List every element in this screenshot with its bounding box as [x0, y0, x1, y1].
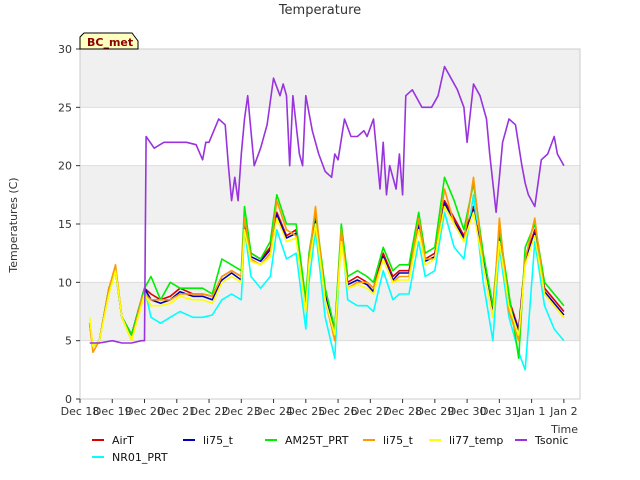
legend: AirT NR01_PRT li75_t AM25T_PRT li75_t li77_te…	[92, 434, 568, 464]
x-tick-label: Dec 31	[480, 405, 519, 418]
x-tick-label: Dec 18	[61, 405, 100, 418]
legend-label: AM25T_PRT	[285, 434, 349, 447]
x-tick-label: Dec 20	[125, 405, 164, 418]
x-tick-label: Dec 30	[448, 405, 487, 418]
x-axis-label: Time	[550, 423, 578, 436]
y-tick-label: 30	[58, 43, 72, 56]
y-tick-label: 20	[58, 160, 72, 173]
x-tick-label: Dec 29	[415, 405, 454, 418]
legend-label: Tsonic	[534, 434, 568, 447]
chart-title: Temperature	[278, 3, 361, 18]
y-axis-label: Temperatures (C)	[7, 177, 20, 273]
legend-label: li75_t	[383, 434, 414, 447]
plot-background-bands	[80, 48, 580, 400]
x-tick-label: Jan 2	[549, 405, 577, 418]
grid-band	[80, 49, 580, 108]
x-tick-label: Dec 25	[286, 405, 325, 418]
x-tick-label: Jan 1	[517, 405, 545, 418]
site-badge: BC_met	[79, 32, 139, 50]
y-tick-label: 25	[58, 101, 72, 114]
legend-label: li77_temp	[449, 434, 503, 447]
y-tick-label: 0	[65, 393, 72, 406]
x-tick-label: Dec 22	[190, 405, 229, 418]
x-tick-label: Dec 24	[254, 405, 293, 418]
series-line-li77-temp-5	[88, 205, 565, 348]
x-tick-label: Dec 26	[319, 405, 358, 418]
x-tick-label: Dec 27	[351, 405, 390, 418]
series-line-tsonic-6	[89, 65, 565, 344]
site-badge-label: BC_met	[87, 36, 133, 49]
y-tick-label: 5	[65, 335, 72, 348]
legend-label: NR01_PRT	[112, 451, 168, 464]
grid-band	[80, 165, 580, 224]
x-tick-label: Dec 23	[222, 405, 261, 418]
y-axis-ticks: 0 5 10 15 20 25 30	[58, 43, 80, 406]
y-tick-label: 10	[58, 276, 72, 289]
x-tick-label: Dec 21	[157, 405, 196, 418]
legend-label: AirT	[112, 434, 134, 447]
y-tick-label: 15	[58, 218, 72, 231]
x-tick-label: Dec 28	[383, 405, 422, 418]
legend-label: li75_t	[203, 434, 234, 447]
series-line-li75-t-4	[88, 176, 565, 354]
series-lines	[88, 65, 565, 371]
x-tick-label: Dec 19	[93, 405, 132, 418]
